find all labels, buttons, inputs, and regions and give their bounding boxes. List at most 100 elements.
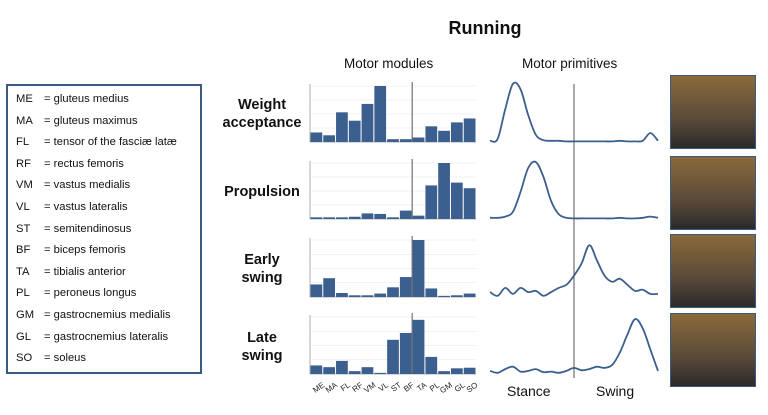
legend-item-gl: GL = gastrocnemius lateralis (16, 331, 168, 343)
legend-item-st: ST = semitendinosus (16, 223, 131, 235)
module-bar-vm (361, 295, 374, 297)
legend-item-so: SO = soleus (16, 352, 86, 364)
module-bar-rf (348, 216, 361, 219)
module-bar-pl (425, 288, 438, 297)
phase-line1: Early (244, 252, 280, 268)
phase-label-early-swing: Early swing (217, 251, 307, 287)
module-bar-gl (450, 368, 463, 374)
module-bar-fl (336, 112, 348, 142)
module-bar-me (310, 365, 323, 374)
module-bar-vm (361, 367, 374, 374)
figure-title: Running (448, 18, 522, 38)
legend-abbr: VL (16, 201, 30, 213)
legend-name: = vastus lateralis (44, 201, 128, 213)
module-bar-st (387, 217, 399, 219)
module-bar-pl (425, 185, 438, 219)
module-tick-label-so: SO (465, 380, 480, 394)
legend-abbr: VM (16, 179, 33, 192)
module-bar-ta (412, 137, 425, 142)
module-bar-me (310, 132, 323, 142)
module-tick-label-st: ST (389, 380, 403, 393)
phase-label-late-swing: Late swing (217, 329, 307, 365)
legend-abbr: ST (16, 222, 31, 235)
phase-line2: swing (241, 348, 283, 364)
module-bar-fl (336, 217, 348, 219)
module-tick-label-gm: GM (438, 380, 454, 395)
legend-abbr: TA (16, 265, 30, 278)
phase-line2: swing (241, 270, 283, 286)
module-bar-ma (323, 278, 336, 297)
module-tick-label-vm: VM (362, 380, 377, 394)
module-bar-rf (348, 371, 361, 374)
module-bar-so (463, 118, 476, 142)
module-bar-me (310, 284, 323, 297)
legend-abbr: RF (16, 157, 31, 170)
legend-name: = peroneus longus (44, 287, 137, 300)
motor-primitives-header: Motor primitives (522, 56, 618, 71)
legend-abbr: FL (16, 136, 30, 149)
legend-item-gm: GM = gastrocnemius medialis (16, 309, 171, 321)
phase-line1: Late (247, 330, 277, 346)
phase-label-propulsion: Propulsion (217, 183, 307, 201)
legend-abbr: ME (16, 93, 33, 105)
legend-item-ma: MA = gluteus maximus (16, 115, 138, 127)
module-bar-vl (374, 372, 387, 374)
phase-line1: Weight (237, 97, 287, 113)
legend-item-rf: RF = rectus femoris (16, 158, 124, 170)
module-bar-gm (438, 295, 450, 297)
legend-item-vm: VM = vastus medialis (16, 179, 130, 191)
legend-abbr: PL (16, 287, 30, 300)
module-bar-fl (336, 293, 348, 297)
phase-label-weight-acceptance: Weight acceptance (217, 96, 307, 132)
module-bar-ta (412, 240, 425, 297)
legend-name: = semitendinosus (44, 222, 132, 235)
module-bar-vl (374, 213, 387, 219)
legend-item-fl: FL = tensor of the fasciæ latæ (16, 136, 177, 148)
module-bar-gl (450, 122, 463, 142)
legend-name: = tibialis anterior (44, 265, 126, 278)
module-bar-vl (374, 293, 387, 297)
motor-modules-header: Motor modules (344, 56, 434, 71)
module-bar-ma (323, 217, 336, 219)
module-bar-bf (399, 210, 412, 219)
legend-name: = gastrocnemius medialis (44, 309, 171, 321)
legend-name: = vastus medialis (44, 179, 131, 192)
module-bar-so (463, 188, 476, 219)
running-photo-late-swing (670, 313, 756, 387)
module-tick-label-ta: TA (415, 380, 429, 393)
module-tick-label-bf: BF (402, 380, 416, 393)
module-bar-st (387, 339, 399, 374)
stance-label: Stance (507, 383, 551, 399)
legend-name: = soleus (44, 352, 86, 365)
module-tick-label-ma: MA (324, 380, 340, 395)
module-bar-gl (450, 295, 463, 297)
module-bar-gm (438, 130, 450, 142)
legend-item-pl: PL = peroneus longus (16, 287, 136, 299)
phase-line1: Propulsion (224, 184, 300, 200)
module-bar-st (387, 139, 399, 142)
module-bar-bf (399, 139, 412, 142)
legend-name: = biceps femoris (44, 244, 126, 257)
module-bar-st (387, 287, 399, 297)
legend-item-me: ME = gluteus medius (16, 93, 129, 105)
legend-abbr: BF (16, 244, 31, 257)
legend-abbr: GM (16, 309, 35, 321)
legend-abbr: MA (16, 114, 33, 127)
legend-item-vl: VL = vastus lateralis (16, 201, 128, 213)
module-bar-vm (361, 103, 374, 142)
legend-item-ta: TA = tibialis anterior (16, 266, 126, 278)
module-bar-so (463, 367, 476, 374)
module-bar-ta (412, 215, 425, 219)
module-bar-ta (412, 319, 425, 374)
legend-name: = gluteus medius (44, 93, 129, 105)
phase-line2: acceptance (222, 115, 302, 131)
legend-abbr: SO (16, 352, 33, 365)
module-bar-vl (374, 86, 387, 142)
module-bar-pl (425, 356, 438, 374)
module-bar-rf (348, 120, 361, 142)
running-photo-propulsion (670, 156, 756, 230)
legend-abbr: GL (16, 330, 31, 343)
module-bar-bf (399, 332, 412, 374)
running-photo-weight-acceptance (670, 75, 756, 149)
